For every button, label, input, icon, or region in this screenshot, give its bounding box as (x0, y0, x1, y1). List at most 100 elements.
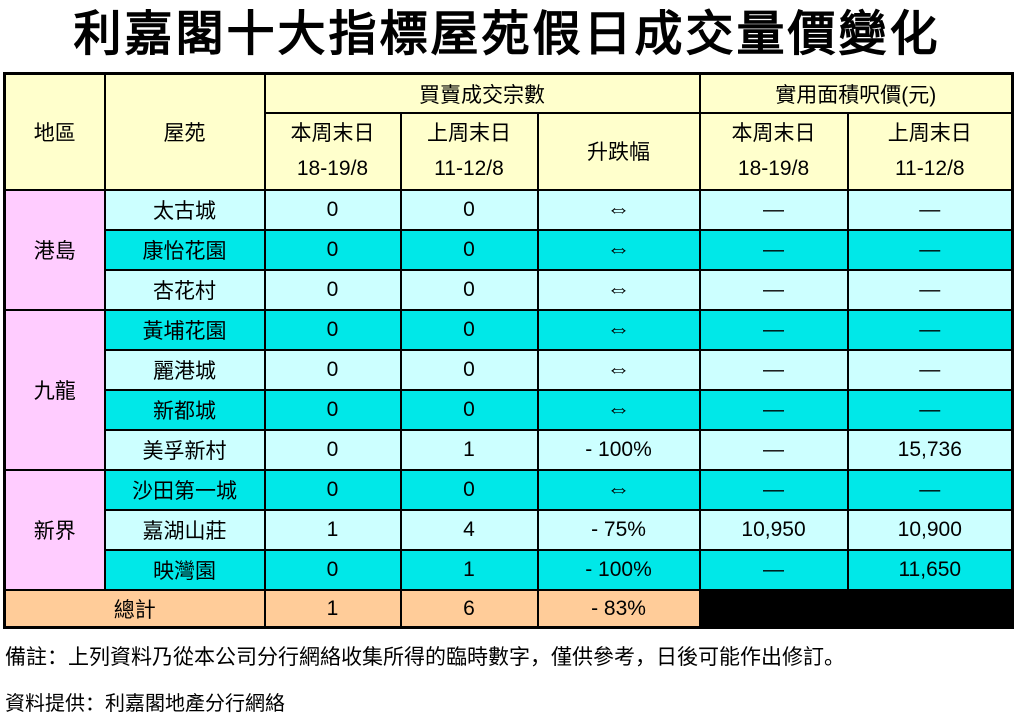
change-cell: ⇔ (536, 228, 701, 271)
footer-notes: 備註：上列資料乃從本公司分行網絡收集所得的臨時數字，僅供參考，日後可能作出修訂。… (5, 641, 1014, 716)
note-text: 備註：上列資料乃從本公司分行網絡收集所得的臨時數字，僅供參考，日後可能作出修訂。 (5, 646, 845, 670)
table-row: 美孚新村 0 1 - 100% — 15,736 (5, 428, 1014, 471)
table-row: 嘉湖山莊 1 4 - 75% 10,950 10,900 (5, 508, 1014, 551)
header-last-weekend-label: 上周末日 (887, 122, 972, 146)
count-this-week-cell: 0 (263, 228, 402, 271)
header-this-weekend-date: 18-19/8 (296, 157, 369, 181)
estate-cell: 太古城 (103, 188, 266, 231)
total-change-cell: - 83% (536, 588, 701, 629)
source-text: 資料提供：利嘉閣地產分行網絡 (5, 693, 285, 716)
estate-cell: 黃埔花園 (103, 308, 266, 351)
total-price-blocked-cell (698, 588, 1014, 629)
count-this-week-cell: 1 (263, 508, 402, 551)
change-cell: - 100% (536, 428, 701, 471)
header-district: 地區 (3, 72, 106, 191)
table-row: 九龍 黃埔花園 0 0 ⇔ — — (3, 308, 1014, 471)
estate-cell: 杏花村 (103, 268, 266, 311)
price-this-week-cell: — (698, 468, 849, 511)
header-last-weekend-price: 上周末日 11-12/8 (846, 111, 1014, 191)
table-row: 新界 沙田第一城 0 0 ⇔ — — (3, 468, 1014, 591)
price-last-week-cell: — (846, 268, 1014, 311)
header-last-weekend-label: 上周末日 (427, 122, 511, 146)
price-last-week-cell: — (846, 308, 1014, 351)
price-this-week-cell: 10,950 (698, 508, 849, 551)
change-cell: ⇔ (536, 188, 701, 231)
price-this-week-cell: — (698, 428, 849, 471)
header-last-weekend-date: 11-12/8 (894, 157, 965, 181)
header-this-weekend-label: 本周末日 (290, 122, 375, 146)
header-this-weekend-label: 本周末日 (731, 122, 816, 146)
price-this-week-cell: — (698, 188, 849, 231)
price-last-week-cell: — (846, 388, 1014, 431)
district-cell: 港島 (3, 188, 106, 311)
change-cell: ⇔ (536, 348, 701, 391)
change-cell: ⇔ (536, 468, 701, 511)
price-this-week-cell: — (698, 348, 849, 391)
estate-cell: 麗港城 (103, 348, 266, 391)
count-last-week-cell: 1 (399, 548, 539, 591)
price-this-week-cell: — (698, 228, 849, 271)
count-this-week-cell: 0 (263, 428, 402, 471)
count-last-week-cell: 0 (399, 308, 539, 351)
change-cell: - 75% (536, 508, 701, 551)
price-last-week-cell: 11,650 (846, 548, 1014, 591)
change-cell: ⇔ (536, 308, 701, 351)
count-last-week-cell: 0 (399, 388, 539, 431)
price-this-week-cell: — (698, 268, 849, 311)
price-last-week-cell: 10,900 (846, 508, 1014, 551)
district-cell: 新界 (3, 468, 106, 591)
header-change: 升跌幅 (536, 111, 701, 191)
count-this-week-cell: 0 (263, 308, 402, 351)
estate-cell: 美孚新村 (103, 428, 266, 471)
table-row: 新都城 0 0 ⇔ — — (5, 388, 1014, 431)
header-this-weekend-count: 本周末日 18-19/8 (263, 111, 402, 191)
count-last-week-cell: 0 (399, 268, 539, 311)
price-last-week-cell: — (846, 228, 1014, 271)
estate-cell: 新都城 (103, 388, 266, 431)
count-last-week-cell: 0 (399, 228, 539, 271)
price-this-week-cell: — (698, 388, 849, 431)
header-last-weekend-count: 上周末日 11-12/8 (399, 111, 539, 191)
header-price-group: 實用面積呎價(元) (698, 72, 1014, 114)
page-title: 利嘉閣十大指標屋苑假日成交量價變化 (73, 8, 941, 61)
header-estate: 屋苑 (103, 72, 266, 191)
header-transactions-group: 買賣成交宗數 (263, 72, 701, 114)
header-last-weekend-date: 11-12/8 (434, 157, 504, 181)
count-this-week-cell: 0 (263, 348, 402, 391)
price-this-week-cell: — (698, 308, 849, 351)
total-count-last-week-cell: 6 (399, 588, 539, 629)
price-last-week-cell: — (846, 188, 1014, 231)
count-last-week-cell: 0 (399, 348, 539, 391)
price-last-week-cell: — (846, 348, 1014, 391)
count-this-week-cell: 0 (263, 548, 402, 591)
price-this-week-cell: — (698, 548, 849, 591)
estate-cell: 映灣園 (103, 548, 266, 591)
estate-cell: 嘉湖山莊 (103, 508, 266, 551)
table-row: 康怡花園 0 0 ⇔ — — (5, 228, 1014, 271)
total-label-cell: 總計 (3, 588, 266, 629)
count-this-week-cell: 0 (263, 268, 402, 311)
count-this-week-cell: 0 (263, 188, 402, 231)
header-this-weekend-price: 本周末日 18-19/8 (698, 111, 849, 191)
table-row: 杏花村 0 0 ⇔ — — (5, 268, 1014, 311)
change-cell: - 100% (536, 548, 701, 591)
estate-cell: 沙田第一城 (103, 468, 266, 511)
count-last-week-cell: 4 (399, 508, 539, 551)
count-last-week-cell: 1 (399, 428, 539, 471)
estate-transactions-table: 地區 屋苑 買賣成交宗數 實用面積呎價(元) 本周末日 18-19/8 上周末日… (3, 72, 1014, 630)
change-cell: ⇔ (536, 268, 701, 311)
count-last-week-cell: 0 (399, 188, 539, 231)
price-last-week-cell: 15,736 (846, 428, 1014, 471)
header-this-weekend-date: 18-19/8 (737, 157, 810, 181)
total-count-this-week-cell: 1 (263, 588, 402, 629)
count-this-week-cell: 0 (263, 388, 402, 431)
count-last-week-cell: 0 (399, 468, 539, 511)
table-row: 映灣園 0 1 - 100% — 11,650 (5, 548, 1014, 591)
table-row: 港島 太古城 0 0 ⇔ — — (3, 188, 1014, 311)
estate-cell: 康怡花園 (103, 228, 266, 271)
change-cell: ⇔ (536, 388, 701, 431)
table-row: 麗港城 0 0 ⇔ — — (5, 348, 1014, 391)
count-this-week-cell: 0 (263, 468, 402, 511)
price-last-week-cell: — (846, 468, 1014, 511)
